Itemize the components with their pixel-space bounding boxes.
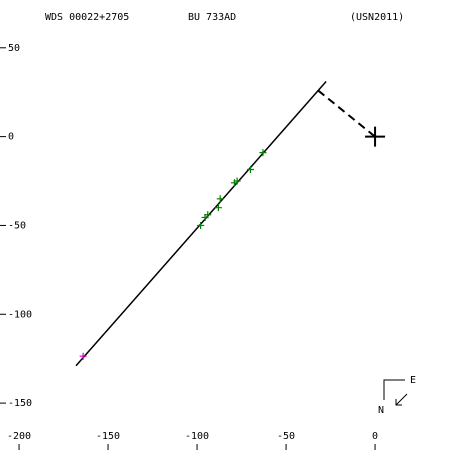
observation xyxy=(79,352,87,360)
compass-north: N xyxy=(378,405,384,416)
chart-subtitle: BU 733AD xyxy=(188,12,236,23)
y-tick-label: -150 xyxy=(8,398,32,409)
y-tick-label: 50 xyxy=(8,43,20,54)
observation xyxy=(216,195,224,203)
observation xyxy=(259,149,267,157)
x-tick-label: -150 xyxy=(96,431,120,442)
observation xyxy=(201,213,209,221)
y-tick-label: -50 xyxy=(8,220,26,231)
primary-star xyxy=(365,126,386,147)
chart-title: WDS 00022+2705 xyxy=(45,12,129,23)
x-tick-label: -100 xyxy=(185,431,209,442)
compass-axes xyxy=(383,379,405,400)
compass-east: E xyxy=(410,375,416,386)
x-tick-label: -50 xyxy=(277,431,295,442)
observation xyxy=(230,179,238,187)
observation xyxy=(214,204,222,212)
y-tick-label: 0 xyxy=(8,132,14,143)
compass-arrow xyxy=(395,393,408,406)
reference: (USN2011) xyxy=(350,12,404,23)
observation xyxy=(246,165,254,173)
x-tick-label: -200 xyxy=(7,431,31,442)
x-tick-label: 0 xyxy=(372,431,378,442)
primary-link xyxy=(317,89,376,138)
compass xyxy=(383,379,408,406)
y-tick-label: -100 xyxy=(8,309,32,320)
observation xyxy=(197,221,205,229)
compass-arrowhead xyxy=(395,399,402,406)
